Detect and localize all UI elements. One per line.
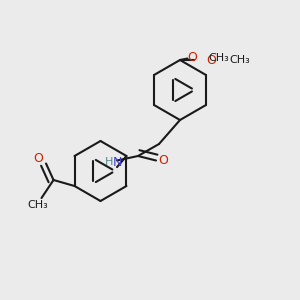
Text: O: O	[159, 154, 168, 167]
Text: O: O	[207, 53, 216, 67]
Text: N: N	[112, 155, 122, 169]
Text: CH₃: CH₃	[28, 200, 48, 211]
Text: O: O	[34, 152, 44, 165]
Text: CH₃: CH₃	[229, 55, 250, 65]
Text: CH₃: CH₃	[208, 53, 229, 63]
Text: O: O	[187, 51, 197, 64]
Text: H: H	[104, 157, 113, 167]
